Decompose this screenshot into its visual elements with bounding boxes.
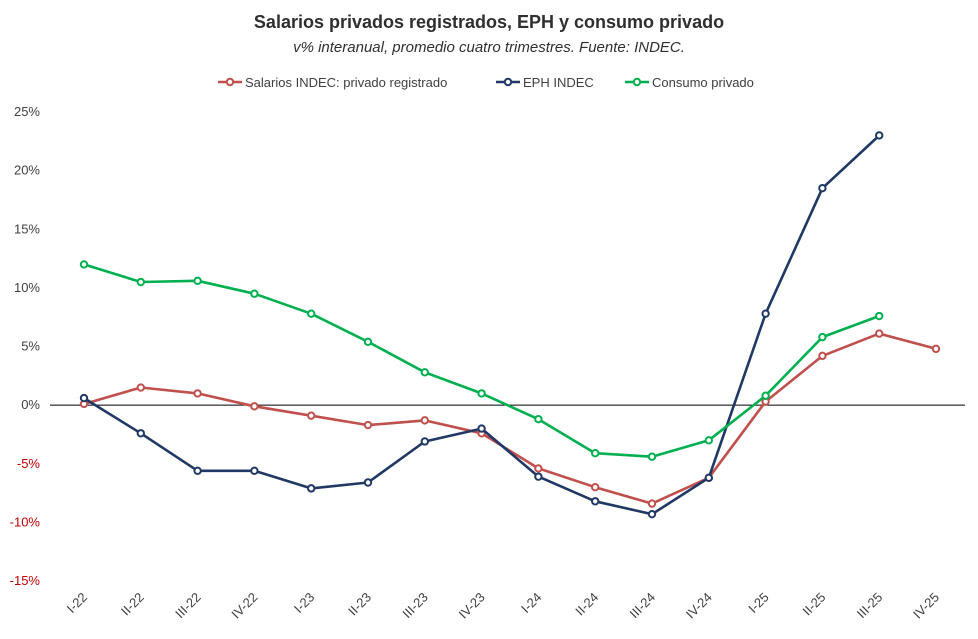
series-line [82, 332, 938, 505]
legend: Salarios INDEC: privado registrado EPH IN… [218, 75, 754, 90]
legend-swatch-marker [632, 77, 642, 87]
data-point [477, 424, 486, 433]
x-tick-label: IV-24 [683, 590, 715, 622]
data-point [79, 260, 89, 269]
data-point [193, 389, 202, 398]
legend-swatch-marker [503, 77, 513, 87]
x-tick-label: II-25 [800, 590, 829, 619]
data-point [79, 393, 89, 403]
data-point [420, 416, 429, 425]
data-point [363, 420, 373, 430]
data-point [420, 368, 429, 377]
legend-item-salarios-indec-privado-registrado: Salarios INDEC: privado registrado [218, 75, 447, 90]
data-point [647, 452, 657, 461]
x-tick-label: III-25 [854, 590, 886, 622]
data-point [136, 383, 146, 392]
data-point [704, 473, 713, 483]
data-point [704, 436, 713, 445]
legend-item-consumo-privado: Consumo privado [625, 75, 754, 90]
data-point [250, 289, 259, 298]
data-point [591, 448, 600, 458]
data-point [250, 402, 259, 411]
y-tick-label: 0% [21, 397, 40, 412]
x-tick-label: III-24 [627, 590, 659, 622]
series-consumo-privado [79, 260, 884, 461]
data-point [307, 411, 316, 420]
data-point [477, 389, 486, 398]
x-tick-label: III-22 [172, 590, 204, 622]
data-point [136, 277, 146, 287]
x-tick-label: IV-25 [910, 590, 942, 622]
y-tick-label: 20% [14, 163, 40, 178]
x-tick-label: II-23 [345, 590, 374, 619]
data-point [647, 509, 657, 519]
data-point [761, 391, 770, 400]
x-tick-label: I-24 [518, 590, 544, 616]
y-tick-label: -5% [17, 456, 41, 471]
data-point [818, 332, 827, 342]
y-tick-label: 25% [14, 104, 40, 119]
legend-label: EPH INDEC [523, 75, 594, 90]
x-tick-label: I-22 [64, 590, 90, 616]
legend-swatch-marker [225, 77, 235, 87]
data-point [307, 309, 316, 318]
y-tick-label: -10% [10, 514, 41, 529]
data-point [761, 309, 770, 318]
series-layer [79, 131, 941, 519]
chart-subtitle: v% interanual, promedio cuatro trimestre… [293, 39, 685, 56]
x-tick-label: II-24 [572, 590, 601, 619]
series-salarios-indec-privado-registrado [79, 329, 941, 508]
data-point [534, 464, 543, 473]
data-point [875, 311, 884, 321]
y-tick-label: 5% [21, 339, 40, 354]
x-tick-label: IV-23 [456, 590, 488, 622]
data-point [931, 344, 941, 354]
data-point [875, 131, 884, 140]
x-tick-label: II-22 [118, 590, 147, 619]
data-point [534, 414, 543, 424]
x-tick-label: I-23 [291, 590, 317, 616]
series-line [82, 134, 881, 516]
series-eph-indec [79, 131, 884, 519]
y-tick-label: 15% [14, 221, 40, 236]
chart-title: Salarios privados registrados, EPH y con… [254, 12, 724, 32]
data-point [818, 184, 827, 193]
x-axis: I-22 II-22 III-22 IV-22 I-23 II-23 III-23 IV-23… [50, 404, 965, 622]
y-tick-label: -15% [10, 573, 41, 588]
data-point [307, 484, 316, 493]
legend-item-eph-indec: EPH INDEC [496, 75, 594, 90]
data-point [363, 337, 373, 347]
y-axis: 25% 20% 15% 10% 5% 0% -5% -10% -15% [10, 104, 41, 588]
data-point [591, 497, 600, 506]
data-point [363, 478, 373, 487]
legend-label: Consumo privado [652, 75, 754, 90]
legend-label: Salarios INDEC: privado registrado [245, 75, 447, 90]
data-point [420, 437, 429, 446]
data-point [193, 466, 202, 475]
data-point [193, 276, 202, 286]
data-point [591, 483, 600, 492]
data-point [818, 351, 827, 361]
data-point [647, 499, 657, 508]
x-tick-label: IV-22 [228, 590, 260, 622]
data-point [250, 466, 259, 475]
x-tick-label: III-23 [399, 590, 431, 622]
data-point [534, 472, 543, 481]
data-point [136, 429, 146, 438]
data-point [875, 329, 884, 338]
x-tick-label: I-25 [745, 590, 771, 616]
y-tick-label: 10% [14, 280, 40, 295]
